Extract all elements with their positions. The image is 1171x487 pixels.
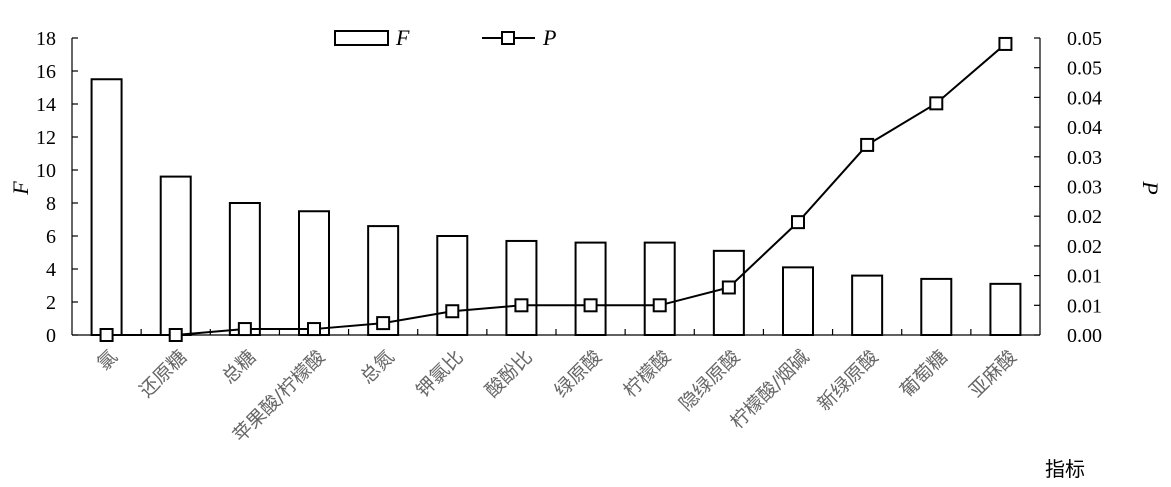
right-tick-label: 0.03 (1067, 147, 1102, 169)
bar-f (298, 210, 330, 336)
p-line (99, 36, 1013, 342)
right-tick-label: 0.01 (1067, 295, 1102, 317)
p-marker (791, 215, 805, 230)
right-tick-label: 0.04 (1067, 117, 1102, 139)
left-tick-label: 4 (46, 259, 56, 281)
p-marker (998, 36, 1013, 51)
category-label: 新绿原酸 (813, 346, 882, 415)
left-tick-label: 8 (46, 193, 56, 215)
legend-f-label: F (395, 25, 410, 50)
right-tick-label: 0.04 (1067, 87, 1102, 109)
left-tick-label: 10 (36, 160, 56, 182)
p-marker (168, 328, 183, 342)
legend-p-label: P (542, 25, 556, 50)
bar-f (643, 241, 676, 337)
p-marker (237, 322, 252, 337)
right-tick-label: 0.05 (1067, 28, 1102, 50)
category-label: 钾氯比 (412, 346, 468, 402)
bar-f (574, 241, 607, 337)
category-label: 柠檬酸 (619, 346, 675, 402)
p-marker (860, 137, 875, 152)
right-tick-label: 0.01 (1067, 266, 1102, 288)
bar-f (989, 282, 1022, 337)
category-label: 氯 (93, 346, 122, 375)
p-marker (307, 322, 321, 337)
p-marker (652, 298, 667, 313)
left-tick-label: 2 (46, 292, 56, 314)
bars (90, 78, 1022, 337)
category-label: 亚麻酸 (965, 346, 1021, 402)
category-label: 隐绿原酸 (675, 346, 744, 415)
left-tick-label: 12 (36, 127, 56, 149)
right-tick-label: 0.03 (1067, 177, 1102, 199)
category-label: 总糖 (218, 346, 260, 388)
p-marker (514, 298, 529, 313)
p-marker (721, 280, 736, 295)
left-tick-label: 0 (46, 325, 56, 347)
category-label: 葡萄糖 (896, 346, 952, 402)
p-marker (445, 304, 460, 319)
left-tick-label: 6 (46, 226, 56, 248)
p-marker (99, 328, 114, 342)
p-marker (929, 96, 944, 111)
left-tick-label: 16 (36, 61, 56, 83)
category-label: 总氮 (356, 346, 398, 388)
legend-f-swatch (334, 30, 389, 46)
bar-f (851, 274, 884, 337)
category-label: 酸酚比 (481, 346, 537, 402)
x-axis-title: 指标 (1045, 457, 1085, 481)
category-label: 绿原酸 (550, 346, 606, 402)
category-label: 还原糖 (135, 346, 191, 402)
legend-p-marker (501, 31, 515, 45)
p-marker (376, 316, 391, 331)
p-series-line (106, 43, 1007, 336)
bar-f (920, 277, 953, 336)
right-tick-label: 0.02 (1067, 236, 1102, 258)
bar-f (228, 202, 261, 336)
bar-f (505, 239, 538, 336)
bar-f (436, 235, 469, 336)
axes: 0 2 4 6 8 10 12 14 16 18 0.00 0.01 0.01 0.02 0.02 0.03 0… (36, 28, 1102, 347)
right-tick-label: 0.02 (1067, 206, 1102, 228)
bar-f (782, 266, 814, 337)
bar-f (90, 78, 123, 336)
bar-f (159, 175, 192, 336)
y2-axis-title: P (1138, 180, 1163, 194)
p-marker (583, 298, 598, 313)
right-tick-label: 0.05 (1067, 58, 1102, 80)
left-tick-label: 14 (36, 94, 56, 116)
left-tick-label: 18 (36, 28, 56, 50)
y-axis-title: F (8, 181, 33, 196)
right-tick-label: 0.00 (1067, 325, 1102, 347)
